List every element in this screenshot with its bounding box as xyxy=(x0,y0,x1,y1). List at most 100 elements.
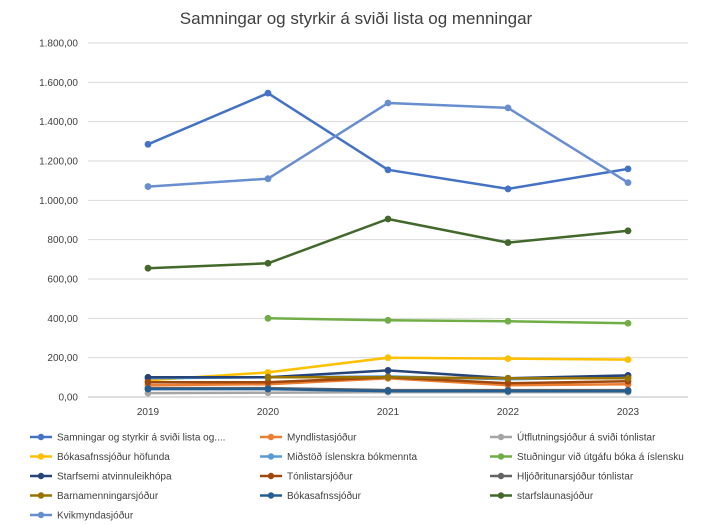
legend-item: Hljóðritunarsjóður tónlistar xyxy=(490,471,634,483)
legend-item: Stuðningur við útgáfu bóka á íslensku xyxy=(490,451,684,463)
x-tick-label: 2021 xyxy=(377,407,400,418)
legend-item: Bókasafnssjóður höfunda xyxy=(30,451,170,463)
legend: Samningar og styrkir á sviði lista og...… xyxy=(30,431,684,522)
legend-label: Samningar og styrkir á sviði lista og...… xyxy=(57,432,225,444)
data-point xyxy=(144,140,152,148)
series-line xyxy=(268,376,628,380)
legend-marker xyxy=(267,492,275,499)
legend-marker xyxy=(267,453,275,460)
data-point xyxy=(264,369,272,376)
data-point xyxy=(504,104,512,112)
data-point xyxy=(504,379,512,387)
data-point xyxy=(384,367,392,374)
legend-item: Samningar og styrkir á sviði lista og...… xyxy=(30,432,225,444)
data-point xyxy=(384,99,392,107)
legend-item: Starfsemi atvinnuleikhópa xyxy=(30,472,172,483)
data-point xyxy=(144,385,152,393)
data-point xyxy=(504,374,512,382)
series-group xyxy=(144,99,632,190)
data-point xyxy=(624,319,632,327)
legend-label: Tónlistarsjóður xyxy=(287,471,353,483)
legend-label: Stuðningur við útgáfu bóka á íslensku xyxy=(517,451,684,463)
data-point xyxy=(264,314,272,322)
x-axis-ticks: 2019 2020 2021 2022 2023 xyxy=(137,407,640,418)
legend-marker xyxy=(497,453,505,460)
data-point xyxy=(504,387,512,395)
legend-item: Tónlistarsjóður xyxy=(260,471,353,483)
legend-label: Starfsemi atvinnuleikhópa xyxy=(57,472,172,483)
data-point xyxy=(264,378,272,386)
legend-marker xyxy=(497,433,505,441)
x-tick-label: 2020 xyxy=(257,407,280,418)
series-group xyxy=(144,215,632,272)
data-point xyxy=(504,317,512,325)
legend-item: Kvikmyndasjóður xyxy=(30,510,134,522)
chart-title: Samningar og styrkir á sviði lista og me… xyxy=(180,9,533,28)
series-line xyxy=(147,91,629,191)
y-tick-label: 1.800,00 xyxy=(39,39,78,50)
series-line xyxy=(267,317,629,325)
legend-marker xyxy=(497,492,505,499)
legend-marker xyxy=(37,433,45,441)
legend-marker xyxy=(37,453,45,460)
legend-marker xyxy=(37,492,45,499)
legend-item: Myndlistasjóður xyxy=(260,432,357,444)
data-point xyxy=(624,387,632,395)
data-point xyxy=(504,239,512,247)
data-point xyxy=(264,175,272,183)
legend-label: Miðstöð íslenskra bókmennta xyxy=(287,451,418,463)
legend-item: starfslaunasjóður xyxy=(490,490,594,502)
data-point xyxy=(384,215,392,223)
x-tick-label: 2023 xyxy=(617,407,640,418)
data-point xyxy=(384,373,392,381)
data-point xyxy=(504,355,512,363)
series-group xyxy=(264,314,632,327)
legend-label: Bókasafnssjóður höfunda xyxy=(57,451,170,463)
legend-item: Bókasafnssjóður xyxy=(260,490,362,502)
series-line xyxy=(147,217,629,270)
y-tick-label: 1.000,00 xyxy=(39,196,78,207)
data-point xyxy=(624,179,632,187)
legend-label: Hljóðritunarsjóður tónlistar xyxy=(517,471,634,483)
series-lines xyxy=(144,89,632,397)
y-tick-label: 1.200,00 xyxy=(39,157,78,168)
gridlines xyxy=(88,42,688,398)
data-point xyxy=(264,259,272,267)
data-point xyxy=(504,185,512,193)
series-group xyxy=(144,89,632,193)
data-point xyxy=(264,385,272,393)
y-tick-label: 200,00 xyxy=(47,353,78,364)
y-tick-label: 0,00 xyxy=(59,393,79,404)
legend-marker xyxy=(37,472,45,480)
series-line xyxy=(147,101,629,188)
legend-label: Útflutningsjóður á sviði tónlistar xyxy=(517,431,656,444)
data-point xyxy=(384,354,392,362)
y-tick-label: 1.600,00 xyxy=(39,78,78,89)
legend-item: Miðstöð íslenskra bókmennta xyxy=(260,451,418,463)
legend-item: Útflutningsjóður á sviði tónlistar xyxy=(490,431,656,444)
legend-label: Bókasafnssjóður xyxy=(287,490,362,502)
series-group xyxy=(144,354,632,384)
legend-marker xyxy=(497,472,505,480)
legend-marker xyxy=(267,433,275,441)
y-tick-label: 600,00 xyxy=(47,275,78,286)
data-point xyxy=(384,387,392,395)
data-point xyxy=(144,378,152,386)
series-group xyxy=(144,385,632,395)
x-tick-label: 2022 xyxy=(497,407,520,418)
legend-label: Kvikmyndasjóður xyxy=(57,510,134,522)
data-point xyxy=(144,373,152,381)
data-point xyxy=(624,356,632,364)
data-point xyxy=(264,373,272,381)
legend-item: Barnamenningarsjóður xyxy=(30,490,159,502)
data-point xyxy=(624,374,632,382)
data-point xyxy=(144,264,152,272)
series-group xyxy=(264,373,632,382)
legend-marker xyxy=(267,472,275,480)
legend-label: Barnamenningarsjóður xyxy=(57,490,159,502)
data-point xyxy=(264,89,272,97)
data-point xyxy=(624,165,632,173)
y-axis-ticks: 0,00 200,00 400,00 600,00 800,00 1.000,00 1.20… xyxy=(39,39,78,404)
legend-marker xyxy=(37,511,45,519)
